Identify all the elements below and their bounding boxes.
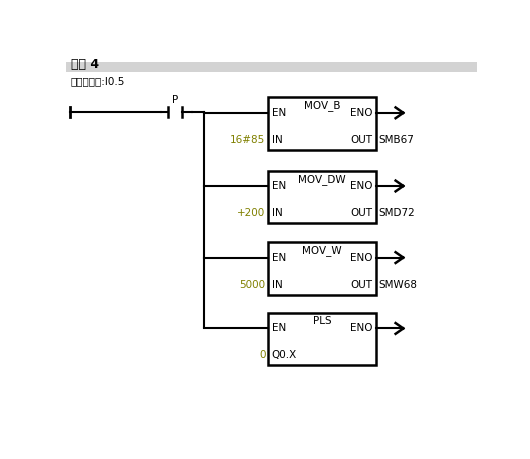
Text: ENO: ENO (350, 252, 373, 263)
Text: MOV_DW: MOV_DW (298, 174, 346, 185)
Text: MOV_W: MOV_W (302, 245, 342, 256)
Text: 分沙板左行:I0.5: 分沙板左行:I0.5 (71, 76, 125, 86)
Text: PLS: PLS (313, 316, 331, 326)
Text: P: P (172, 95, 178, 105)
Text: ENO: ENO (350, 324, 373, 333)
Text: OUT: OUT (350, 280, 373, 290)
Text: +200: +200 (237, 208, 266, 218)
Bar (268, 313, 376, 365)
Bar (66, 62, 477, 72)
Text: SMB67: SMB67 (378, 135, 414, 145)
Text: IN: IN (271, 135, 282, 145)
Text: EN: EN (271, 108, 286, 118)
Text: 16#85: 16#85 (230, 135, 266, 145)
Text: EN: EN (271, 324, 286, 333)
Bar (268, 242, 376, 295)
Text: ENO: ENO (350, 181, 373, 191)
Text: MOV_B: MOV_B (304, 101, 340, 112)
Text: OUT: OUT (350, 135, 373, 145)
Bar (268, 97, 376, 150)
Text: OUT: OUT (350, 208, 373, 218)
Text: ENO: ENO (350, 108, 373, 118)
Text: SMD72: SMD72 (378, 208, 416, 218)
Text: SMW68: SMW68 (378, 280, 418, 290)
Text: IN: IN (271, 208, 282, 218)
Text: 0: 0 (259, 350, 266, 360)
Text: 网络 4: 网络 4 (71, 58, 99, 71)
Text: Q0.X: Q0.X (271, 350, 297, 360)
Text: EN: EN (271, 252, 286, 263)
Text: IN: IN (271, 280, 282, 290)
Text: EN: EN (271, 181, 286, 191)
Text: 5000: 5000 (240, 280, 266, 290)
Bar (268, 171, 376, 223)
